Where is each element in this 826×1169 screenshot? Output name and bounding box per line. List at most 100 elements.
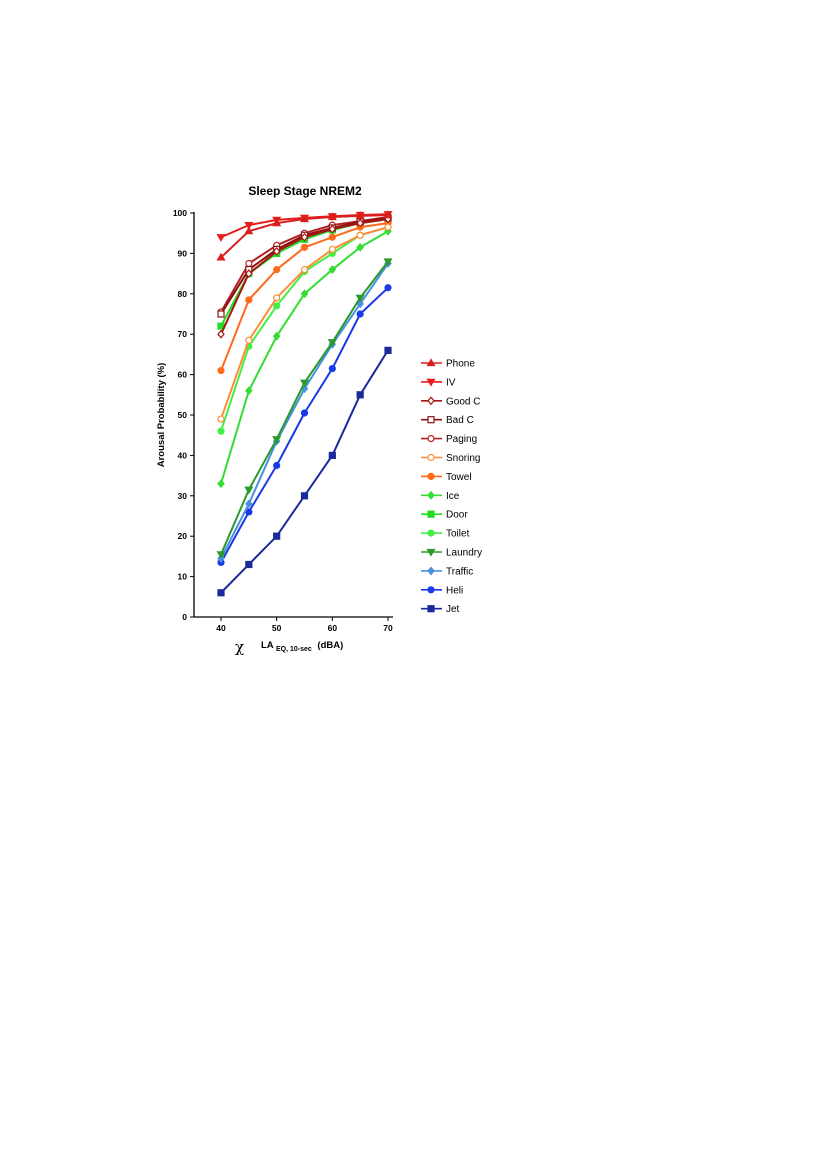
x-tick-label: 40 <box>216 623 226 633</box>
plot-area <box>216 210 393 597</box>
data-point-snoring <box>273 294 281 302</box>
legend-label: Traffic <box>446 566 473 577</box>
data-point-phone <box>299 214 310 223</box>
legend-item-towel: Towel <box>421 472 472 483</box>
data-point-towel <box>328 233 336 241</box>
legend-label: Paging <box>446 434 477 445</box>
data-point-laundry <box>355 294 365 303</box>
legend-marker <box>427 396 435 406</box>
data-point-good-c <box>245 269 253 279</box>
data-point-laundry <box>216 551 226 560</box>
legend-marker <box>427 416 435 424</box>
y-tick-label: 50 <box>178 410 188 420</box>
series-laundry <box>216 258 393 560</box>
legend-marker <box>427 453 435 462</box>
data-point-towel <box>217 366 225 375</box>
legend-label: Heli <box>446 585 463 596</box>
data-point-iv <box>216 234 226 242</box>
x-tick-label: 50 <box>272 623 282 633</box>
y-tick-label: 0 <box>182 612 187 622</box>
legend-label: Good C <box>446 396 480 407</box>
data-point-laundry <box>244 486 254 495</box>
legend-item-iv: IV <box>421 377 456 388</box>
data-point-ice <box>272 331 281 341</box>
data-point-ice <box>328 265 337 274</box>
data-point-jet <box>356 391 364 399</box>
data-point-snoring <box>356 231 364 239</box>
data-point-ice <box>356 242 364 252</box>
x-axis-label-main: LA <box>261 640 274 651</box>
data-point-heli <box>273 461 281 470</box>
series-line-heli <box>220 287 389 563</box>
legend-marker <box>427 529 435 537</box>
data-point-ice <box>245 386 253 396</box>
data-point-phone <box>216 252 226 261</box>
data-point-jet <box>384 346 392 354</box>
legend-marker <box>427 586 435 594</box>
y-tick-label: 80 <box>178 289 188 299</box>
data-point-jet <box>245 560 253 569</box>
stray-mark: χ <box>235 638 244 656</box>
legend-marker <box>427 605 435 613</box>
data-point-heli <box>300 409 309 417</box>
chart-title: Sleep Stage NREM2 <box>248 184 362 198</box>
x-tick-label: 60 <box>328 623 338 633</box>
legend-label: Phone <box>446 359 475 370</box>
legend-item-jet: Jet <box>421 604 460 615</box>
data-point-heli <box>384 284 392 292</box>
legend-item-laundry: Laundry <box>421 548 482 559</box>
data-point-phone <box>244 226 254 235</box>
legend-item-door: Door <box>421 510 468 521</box>
data-point-jet <box>328 451 336 459</box>
data-point-phone <box>383 210 393 219</box>
data-point-snoring <box>328 245 336 253</box>
data-point-toilet <box>273 302 281 310</box>
legend-item-paging: Paging <box>421 434 477 445</box>
x-axis-label: LA EQ, 10-sec (dBA) <box>261 640 343 654</box>
data-point-phone <box>272 218 282 227</box>
legend-item-phone: Phone <box>421 358 475 370</box>
y-tick-label: 90 <box>178 248 188 258</box>
data-point-bad-c <box>217 310 225 318</box>
data-point-snoring <box>384 223 392 231</box>
data-point-paging <box>245 259 253 268</box>
data-point-heli <box>328 364 336 373</box>
data-point-good-c <box>272 246 281 256</box>
x-axis-ticks: 40 50 60 70 <box>216 617 393 633</box>
x-axis-label-unit: (dBA) <box>317 640 343 651</box>
legend-marker <box>427 435 435 443</box>
data-point-jet <box>217 589 225 597</box>
legend-marker <box>427 510 435 518</box>
x-axis-label-subscript: EQ, 10-sec <box>276 646 312 653</box>
data-point-toilet <box>217 427 225 435</box>
legend-label: Snoring <box>446 453 480 464</box>
legend-item-heli: Heli <box>421 585 463 596</box>
data-point-laundry <box>299 379 310 388</box>
y-tick-label: 70 <box>178 329 188 339</box>
x-tick-label: 70 <box>383 623 393 633</box>
data-point-snoring <box>217 415 225 423</box>
legend-item-good-c: Good C <box>421 396 480 407</box>
y-tick-label: 100 <box>173 208 187 218</box>
data-point-laundry <box>272 436 282 444</box>
data-point-ice <box>300 289 309 299</box>
legend-marker <box>427 472 435 480</box>
legend-marker <box>426 358 436 367</box>
legend-marker <box>426 378 436 387</box>
data-point-iv <box>244 222 254 230</box>
legend: Phone IV Good C Bad C Paging Snoring Towel Ice D… <box>421 358 482 615</box>
y-axis-label: Arousal Probability (%) <box>156 363 167 468</box>
data-point-jet <box>300 492 309 500</box>
legend-item-traffic: Traffic <box>421 566 473 577</box>
series-ice <box>217 226 392 489</box>
data-point-good-c <box>328 224 337 234</box>
data-point-towel <box>300 243 309 251</box>
data-point-laundry <box>383 258 393 267</box>
y-tick-label: 40 <box>178 450 188 460</box>
legend-label: IV <box>446 377 456 388</box>
series-jet <box>217 346 392 597</box>
legend-label: Ice <box>446 491 460 502</box>
legend-marker <box>427 566 435 576</box>
data-point-snoring <box>300 265 309 274</box>
